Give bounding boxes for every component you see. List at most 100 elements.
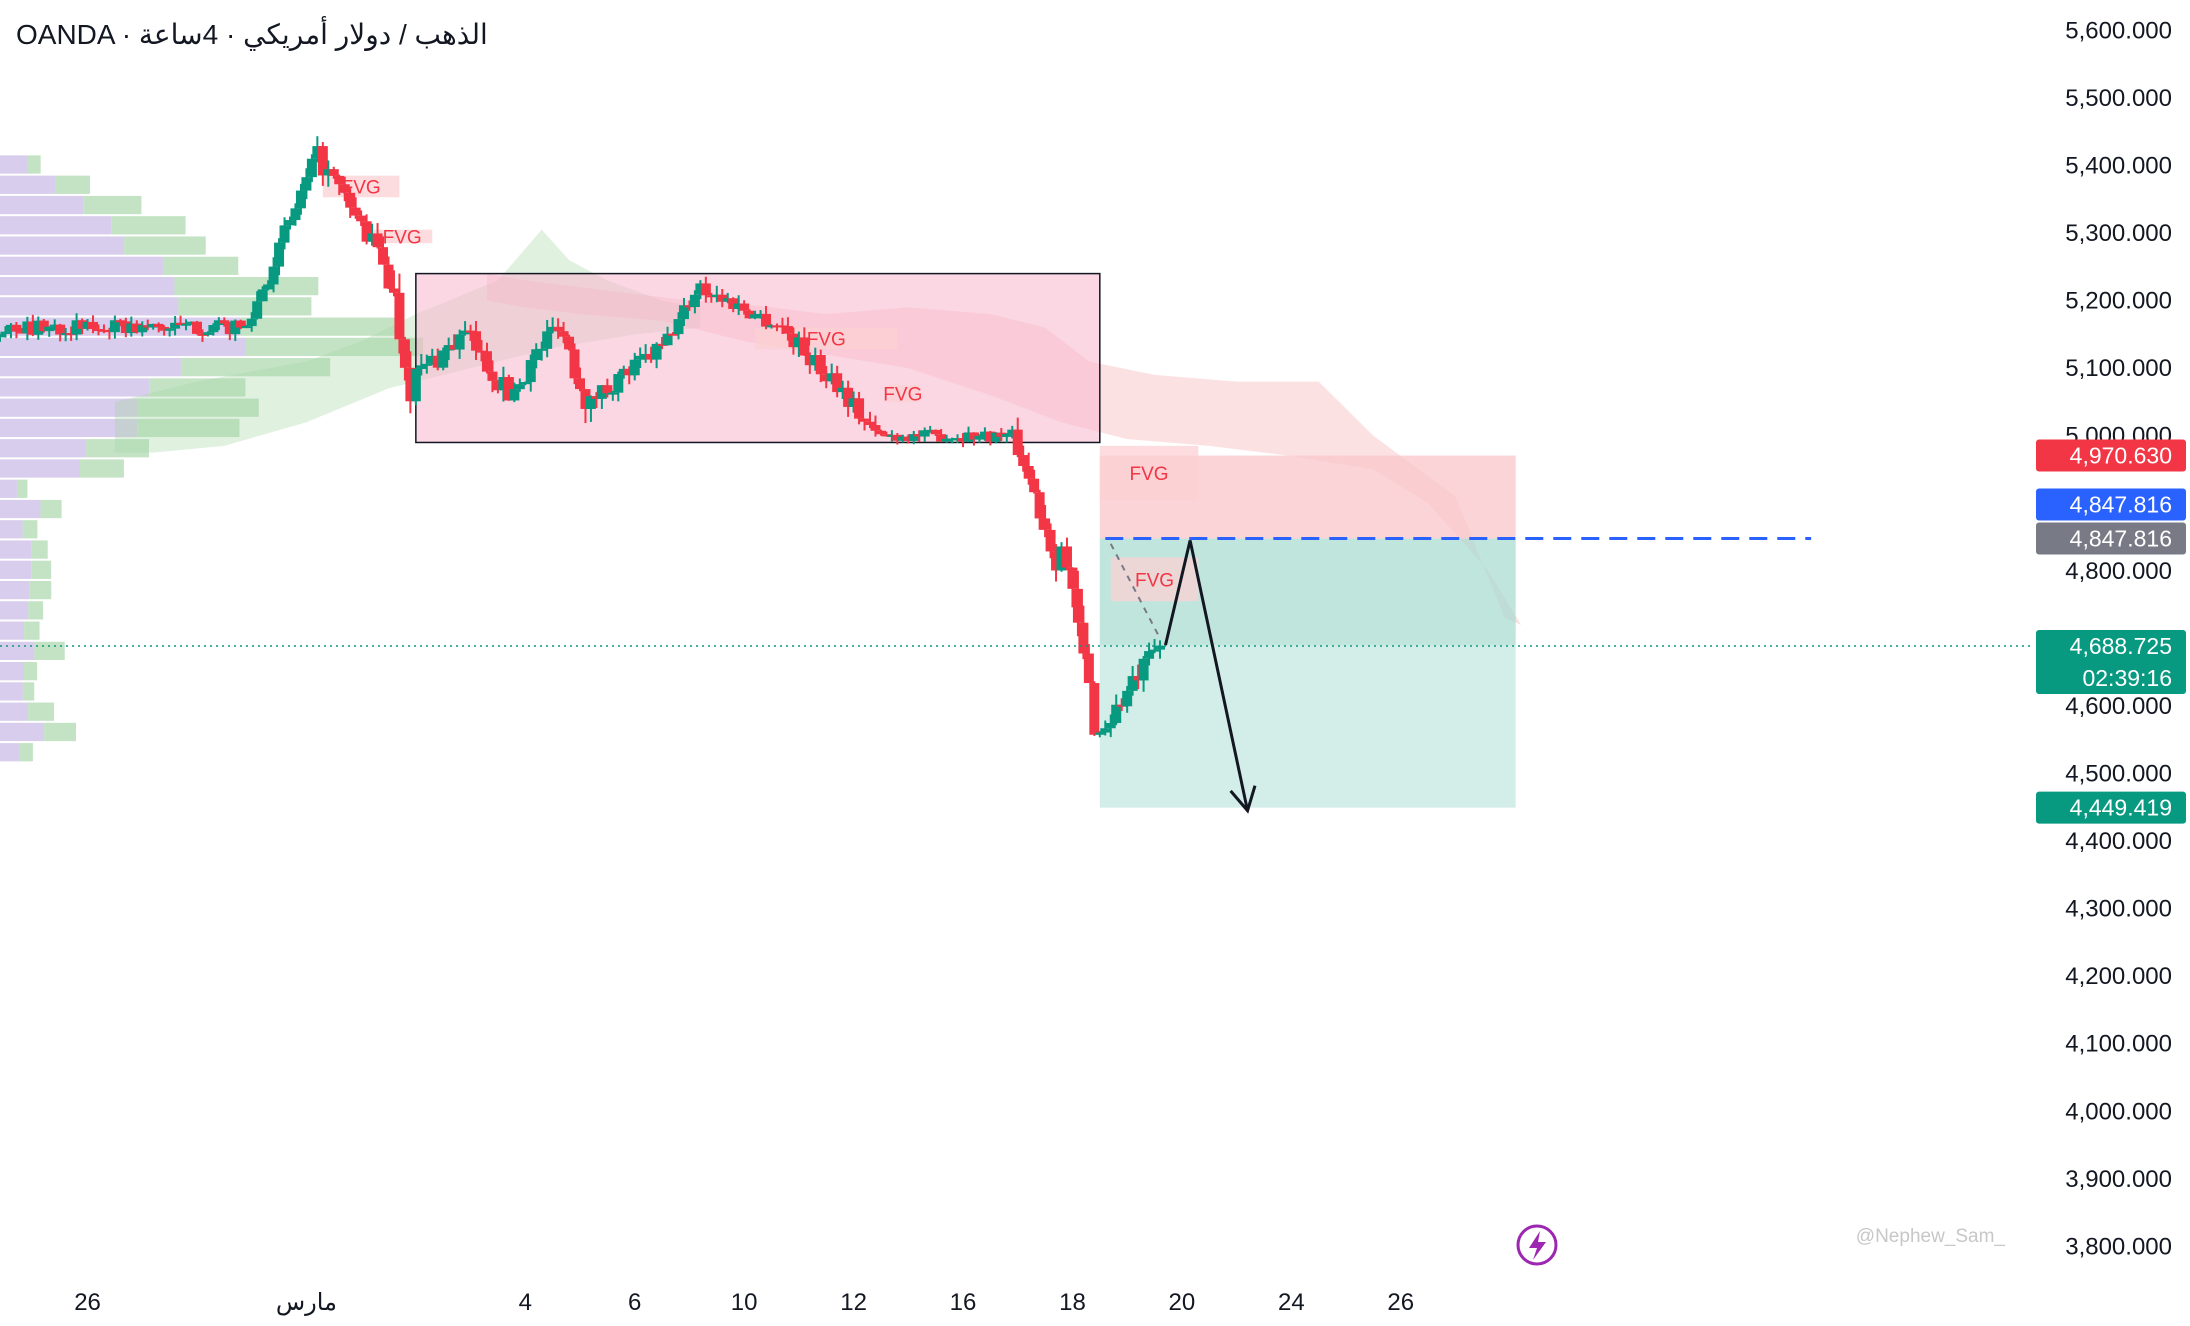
candle-body <box>771 325 782 328</box>
profile-bar <box>28 702 54 721</box>
candle-body <box>148 323 159 328</box>
candle-body <box>755 313 766 316</box>
profile-bar <box>0 297 179 316</box>
profile-bar <box>0 337 246 357</box>
candle-body <box>66 333 77 336</box>
lightning-icon-ring <box>1516 1224 1558 1266</box>
candle-body <box>815 355 826 375</box>
candle-body <box>990 432 1001 442</box>
date-tick: 24 <box>1278 1289 1305 1316</box>
candle-body <box>684 305 695 308</box>
candle-body <box>11 324 22 332</box>
candle-body <box>525 360 536 383</box>
candle-body <box>657 343 668 346</box>
profile-bar <box>0 398 138 417</box>
candle-body <box>137 325 148 333</box>
profile-bar <box>0 540 32 559</box>
profile-bar <box>0 439 87 458</box>
candle-body <box>186 321 197 324</box>
candle-body <box>142 325 153 328</box>
candle-body <box>410 368 421 402</box>
volume-profile <box>0 155 423 762</box>
profile-bar <box>31 560 52 579</box>
price-badge <box>2036 439 2186 472</box>
profile-bar <box>0 662 24 681</box>
candle-body <box>290 208 301 221</box>
candle-body <box>985 431 996 442</box>
price-tick: 4,400.000 <box>2065 828 2172 855</box>
profile-bar <box>86 439 149 458</box>
candle-body <box>678 305 689 320</box>
date-tick: 4 <box>519 1289 532 1316</box>
candle-body <box>285 220 295 226</box>
candle-body <box>1111 704 1122 724</box>
profile-bar <box>0 621 25 640</box>
fvg-zone <box>1099 445 1199 500</box>
candle-body <box>175 322 186 325</box>
candle-body <box>711 294 722 297</box>
projection-arrowhead <box>1229 785 1257 814</box>
date-axis: 26 مارس 4 6 10 12 16 18 20 24 26 <box>74 1289 1414 1316</box>
candle-body <box>968 432 979 440</box>
candle-body <box>388 288 399 293</box>
candle-body <box>1078 622 1089 654</box>
price-tick: 4,500.000 <box>2065 760 2172 787</box>
candle-body <box>241 326 252 329</box>
candle-body <box>591 396 602 399</box>
candle-body <box>1133 676 1144 681</box>
candle-body <box>22 321 33 334</box>
profile-bar <box>83 195 142 215</box>
profile-bar <box>0 641 35 661</box>
candle-body <box>700 283 711 296</box>
candle-body <box>810 355 821 366</box>
candle-body <box>301 177 312 191</box>
profile-bar <box>240 317 402 336</box>
candle-body <box>1089 683 1100 735</box>
candle-body <box>449 345 460 350</box>
candle-body <box>328 169 339 176</box>
lightning-icon <box>1516 1224 1558 1266</box>
price-badge-label: 4,847.816 <box>2070 526 2172 552</box>
profile-bar <box>0 195 84 215</box>
fvg-label: FVG <box>883 384 922 405</box>
candle-body <box>88 321 99 330</box>
candle-body <box>848 398 859 407</box>
candle-body <box>405 367 416 402</box>
candle-body <box>936 434 947 442</box>
candle-body <box>782 326 793 334</box>
candle-body <box>886 434 897 437</box>
price-tick: 5,500.000 <box>2065 85 2172 112</box>
profile-bar <box>0 702 29 721</box>
candle-body <box>706 295 717 298</box>
candle-body <box>1023 465 1034 479</box>
candle-body <box>263 284 274 290</box>
candle-body <box>613 374 624 393</box>
candle-body <box>257 289 268 302</box>
candle-body <box>553 326 564 332</box>
candle-body <box>821 374 832 382</box>
candle-body <box>536 348 547 351</box>
candle-body <box>640 353 651 356</box>
candle-body <box>974 436 985 440</box>
profile-bar <box>137 398 259 417</box>
candle-body <box>498 377 509 391</box>
candle-body <box>38 320 49 332</box>
price-badge-label: 4,449.419 <box>2070 795 2172 821</box>
candle-body <box>471 331 482 351</box>
candle-body <box>558 331 569 337</box>
candle-body <box>164 328 175 331</box>
candle-body <box>77 320 88 329</box>
candle-body <box>312 146 323 159</box>
profile-bar <box>0 601 29 620</box>
candle-body <box>356 215 367 222</box>
profile-bar <box>0 520 23 539</box>
position-tool <box>1099 455 1516 808</box>
profile-bar <box>28 601 44 620</box>
profile-bar <box>22 682 35 701</box>
price-badges: 4,970.630 4,847.816 4,847.816 4,688.725 02:3… <box>2036 439 2186 824</box>
candle-body <box>1138 658 1149 681</box>
price-badge-label: 4,970.630 <box>2070 443 2172 469</box>
candle-body <box>98 329 109 332</box>
